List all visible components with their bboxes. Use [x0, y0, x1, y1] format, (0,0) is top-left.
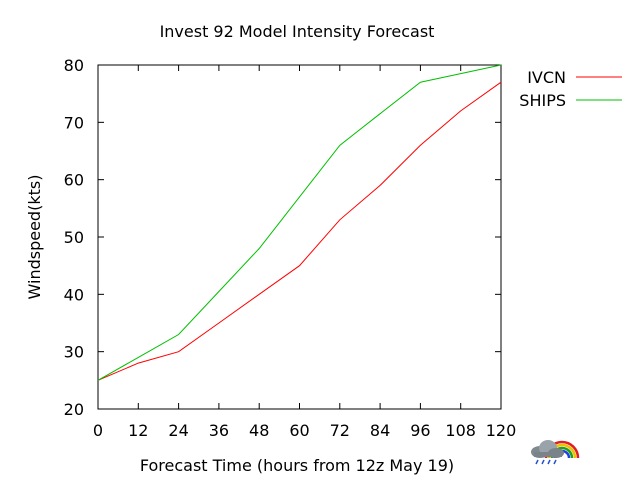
series-lines — [97, 64, 502, 381]
legend: IVCN SHIPS — [519, 68, 622, 110]
chart-title: Invest 92 Model Intensity Forecast — [160, 22, 435, 41]
x-tick-label: 36 — [209, 421, 229, 440]
y-tick-label: 80 — [64, 56, 84, 75]
y-tick-label: 50 — [64, 228, 84, 247]
legend-label-ships: SHIPS — [519, 91, 566, 110]
weather-cloud-rainbow-icon — [531, 440, 580, 465]
x-tick-label: 120 — [486, 421, 517, 440]
x-tick-label: 24 — [168, 421, 188, 440]
x-tick-label: 84 — [370, 421, 390, 440]
y-tick-label: 30 — [64, 343, 84, 362]
y-axis-label: Windspeed(kts) — [25, 175, 44, 300]
series-line-ships — [97, 64, 502, 381]
series-line-ivcn — [97, 81, 502, 381]
y-tick-label: 20 — [64, 400, 84, 419]
axis-ticks: 0 12 24 36 48 60 72 84 96 108 120 20 30 40 50 60 70 80 — [64, 56, 517, 440]
x-tick-label: 12 — [128, 421, 148, 440]
x-tick-label: 72 — [330, 421, 350, 440]
x-tick-label: 96 — [410, 421, 430, 440]
x-axis-label: Forecast Time (hours from 12z May 19) — [140, 456, 454, 475]
legend-label-ivcn: IVCN — [527, 68, 566, 87]
x-tick-label: 0 — [93, 421, 103, 440]
y-tick-label: 60 — [64, 171, 84, 190]
y-tick-label: 40 — [64, 285, 84, 304]
y-tick-label: 70 — [64, 113, 84, 132]
x-tick-label: 60 — [289, 421, 309, 440]
x-tick-label: 48 — [249, 421, 269, 440]
x-tick-label: 108 — [445, 421, 476, 440]
